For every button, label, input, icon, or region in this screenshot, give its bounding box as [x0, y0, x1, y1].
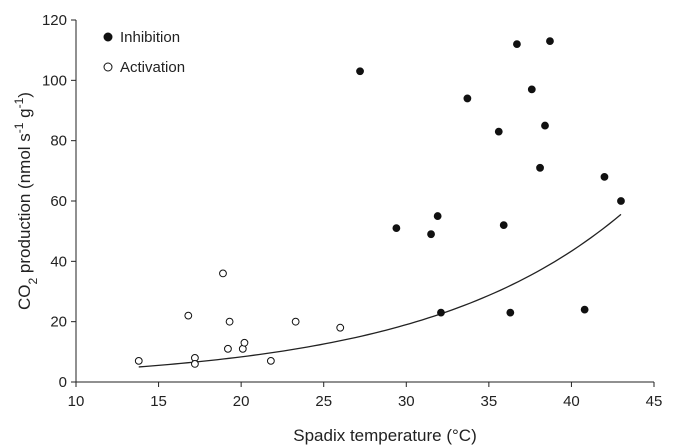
y-axis-title: CO2 production (nmol s-1 g-1) [12, 92, 40, 310]
inhibition-point [506, 308, 515, 317]
axes: 10 15 20 25 30 35 40 45 0 20 40 60 80 100 120 [42, 12, 662, 410]
inhibition-point [463, 94, 472, 103]
x-tick-label: 40 [563, 393, 580, 410]
y-title-sub: 2 [26, 277, 40, 284]
y-title-mid2: g [15, 108, 34, 122]
inhibition-point [536, 163, 544, 172]
x-tick-label: 10 [68, 393, 85, 410]
legend-inhibition-marker [103, 32, 113, 42]
x-tick-label: 20 [233, 393, 250, 410]
inhibition-point [499, 221, 508, 230]
inhibition-point [600, 172, 609, 181]
x-axis-title: Spadix temperature (°C) [293, 426, 476, 445]
y-title-sup2: -1 [12, 97, 26, 108]
legend: Inhibition Activation [103, 29, 185, 76]
legend-activation-marker [103, 62, 113, 72]
x-tick-label: 15 [150, 393, 167, 410]
inhibition-point [527, 85, 536, 94]
activation-point [224, 344, 232, 353]
inhibition-point [617, 197, 625, 205]
inhibition-point [546, 37, 554, 46]
activation-point [240, 338, 249, 347]
inhibition-point [541, 121, 549, 130]
data-points [134, 37, 625, 368]
activation-point [225, 317, 234, 326]
y-tick-label: 100 [42, 72, 67, 89]
activation-point [191, 360, 199, 368]
inhibition-point [513, 40, 521, 49]
legend-label: Activation [120, 59, 185, 76]
fit-curve-layer [138, 213, 622, 368]
legend-label: Inhibition [120, 29, 180, 46]
inhibition-point [392, 224, 401, 233]
y-tick-label: 40 [50, 253, 67, 270]
axis-titles: Spadix temperature (°C) CO2 production (… [12, 92, 477, 445]
y-tick-label: 20 [50, 314, 67, 331]
y-title-mid: production (nmol s [15, 133, 34, 278]
inhibition-point [433, 212, 442, 220]
activation-point [266, 356, 275, 365]
y-title-pre: CO [15, 284, 34, 310]
activation-point [184, 311, 193, 320]
inhibition-point [427, 230, 435, 239]
y-title-sup1: -1 [12, 122, 26, 133]
inhibition-point [437, 308, 445, 317]
y-tick-label: 80 [50, 133, 67, 150]
exponential-fit-curve [138, 213, 622, 368]
activation-point [291, 317, 300, 326]
y-title-post: ) [15, 92, 34, 98]
y-tick-label: 60 [50, 193, 67, 210]
inhibition-point [356, 67, 364, 76]
x-tick-label: 25 [315, 393, 332, 410]
activation-point [134, 356, 143, 365]
x-tick-label: 30 [398, 393, 415, 410]
activation-point [219, 269, 227, 278]
x-tick-label: 45 [646, 393, 663, 410]
y-tick-label: 120 [42, 12, 67, 29]
x-tick-label: 35 [481, 393, 498, 410]
y-tick-label: 0 [59, 374, 67, 391]
inhibition-point [580, 305, 589, 314]
inhibition-point [494, 127, 503, 136]
activation-point [336, 323, 345, 332]
